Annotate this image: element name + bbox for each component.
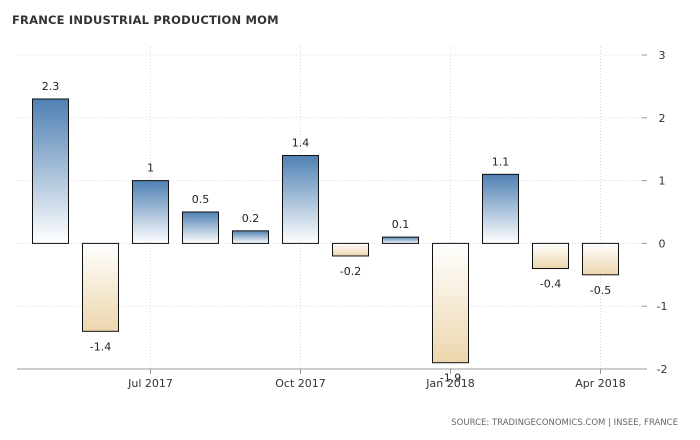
y-tick-label: 3 [659, 49, 666, 62]
y-tick-label: -1 [657, 300, 668, 313]
bar-mar-2018 [532, 242, 569, 270]
bar-aug-2017 [182, 211, 219, 244]
bar-jul-2017 [132, 180, 169, 244]
bar-jun-2017 [82, 242, 119, 332]
bar-oct-2017 [282, 154, 319, 244]
x-tick-label: Oct 2017 [275, 377, 326, 390]
x-tick-label: Apr 2018 [575, 377, 626, 390]
bars [32, 98, 619, 364]
y-tick-label: -2 [657, 363, 668, 376]
chart-source: SOURCE: TRADINGECONOMICS.COM | INSEE, FR… [451, 418, 678, 428]
data-label: 0.2 [242, 212, 260, 225]
x-axis: Jul 2017 Oct 2017 Jan 2018 Apr 2018 [17, 368, 642, 390]
bar-may-2017 [32, 98, 69, 244]
data-label: 0.1 [392, 218, 410, 231]
y-axis: 3 2 1 0 -1 -2 [642, 49, 667, 376]
data-label: -0.4 [540, 278, 561, 291]
bar-feb-2018 [482, 173, 519, 244]
data-label: 2.3 [42, 80, 60, 93]
bar-jan-2018 [432, 242, 469, 364]
y-tick-label: 2 [659, 112, 666, 125]
data-label: -1.9 [440, 372, 461, 385]
bar-nov-2017 [332, 242, 369, 257]
x-tick-label: Jul 2017 [127, 377, 173, 390]
bar-apr-2018 [582, 242, 619, 276]
data-label: 1.4 [292, 136, 310, 149]
y-tick-label: 0 [659, 237, 666, 250]
data-labels: 2.3 -1.4 1 0.5 0.2 1.4 -0.2 0.1 -1.9 1.1 -0.4 -0.5 [42, 80, 611, 385]
data-label: -0.2 [340, 265, 361, 278]
bar-dec-2017 [382, 236, 419, 244]
y-tick-label: 1 [659, 175, 666, 188]
data-label: -1.4 [90, 340, 111, 353]
x-tick-label: Jan 2018 [425, 377, 474, 390]
data-label: 1 [147, 162, 154, 175]
data-label: 1.1 [492, 155, 510, 168]
chart-title: FRANCE INDUSTRIAL PRODUCTION MOM [12, 13, 279, 27]
bar-sep-2017 [232, 230, 269, 244]
data-label: -0.5 [590, 284, 611, 297]
data-label: 0.5 [192, 193, 210, 206]
